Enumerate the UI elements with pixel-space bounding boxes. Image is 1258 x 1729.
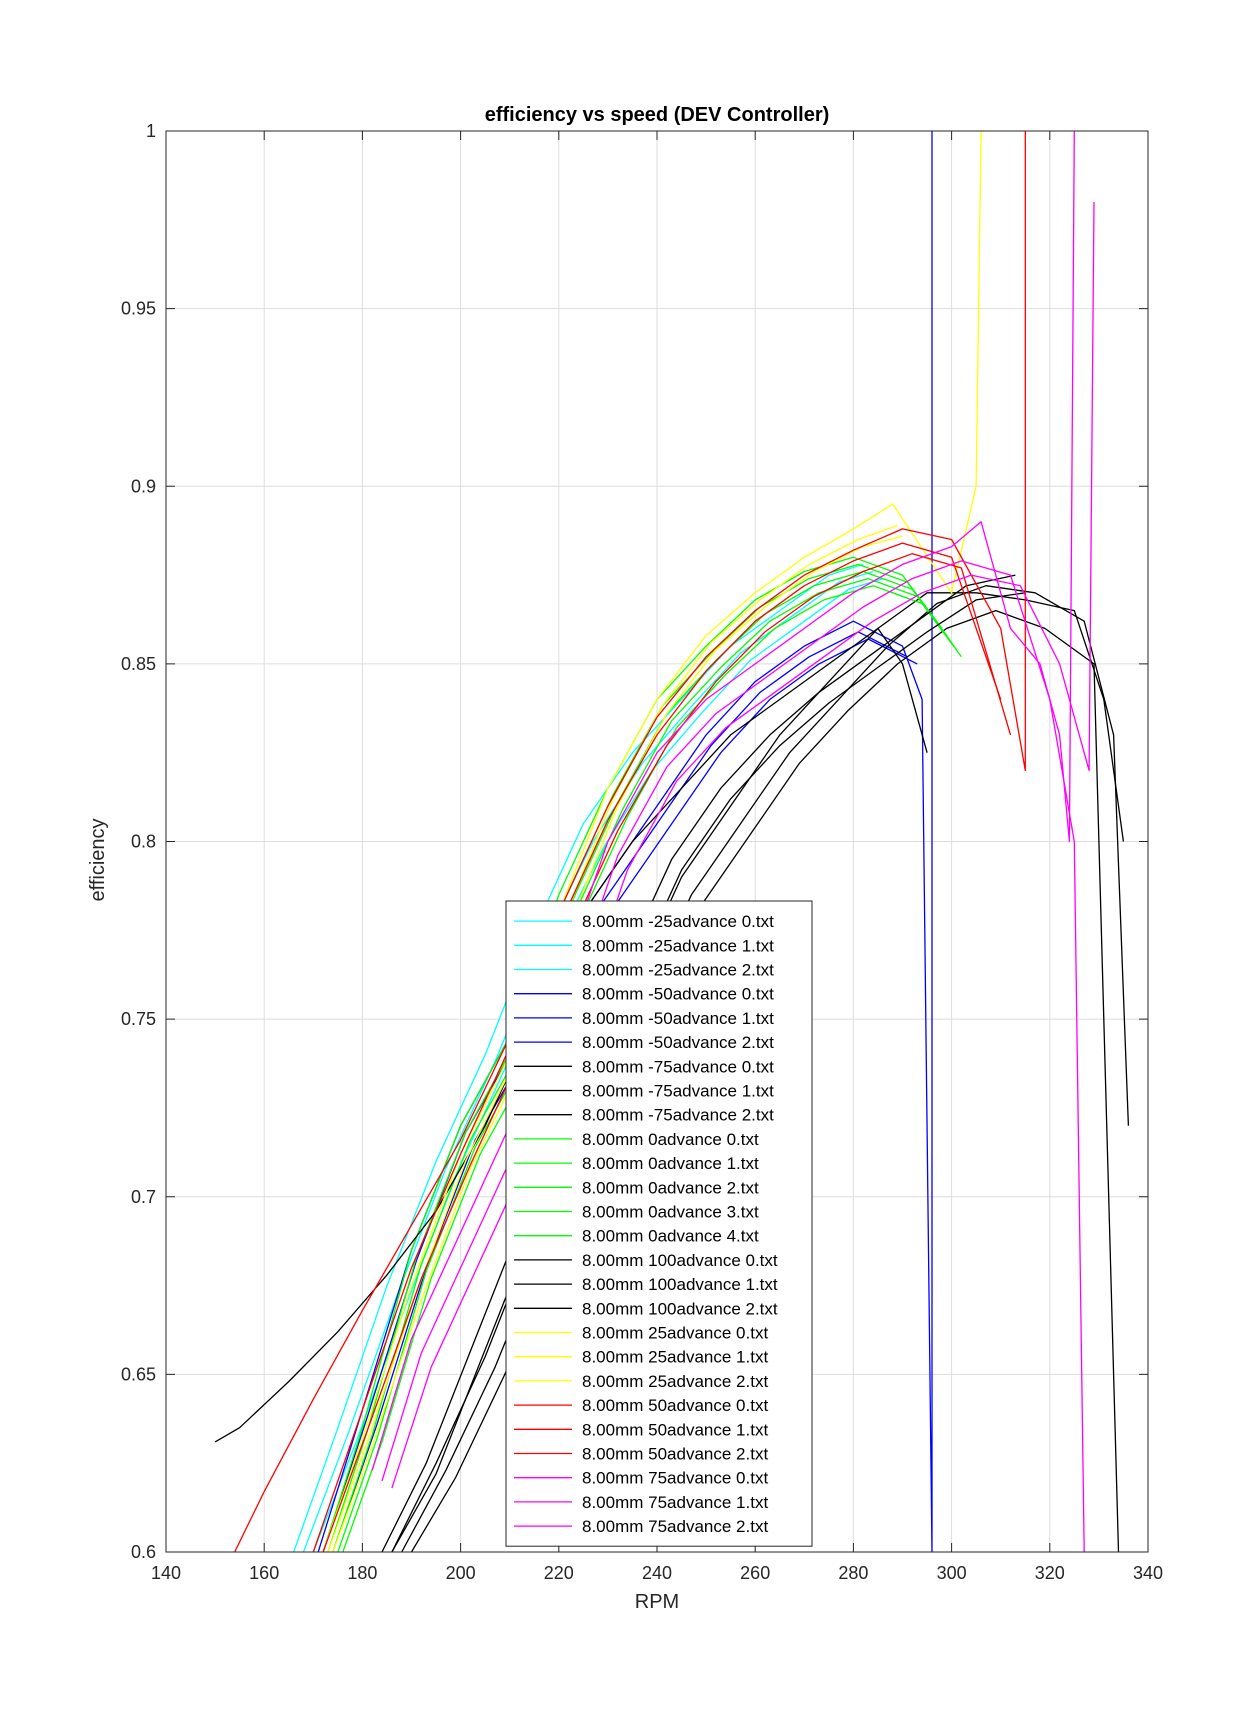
x-tick-label: 240 bbox=[642, 1563, 672, 1583]
legend: 8.00mm -25advance 0.txt 8.00mm -25advance… bbox=[505, 900, 813, 1547]
x-tick-label: 260 bbox=[740, 1563, 770, 1583]
legend-entry: 8.00mm -50advance 2.txt bbox=[582, 1033, 774, 1052]
legend-entry: 8.00mm 25advance 0.txt bbox=[582, 1324, 768, 1343]
legend-entry: 8.00mm 25advance 2.txt bbox=[582, 1372, 768, 1391]
series-line-0 bbox=[293, 563, 864, 1552]
x-tick-label: 300 bbox=[937, 1563, 967, 1583]
y-tick-label: 0.95 bbox=[121, 299, 156, 319]
series-line-22 bbox=[322, 553, 1012, 1552]
y-tick-label: 0.7 bbox=[131, 1187, 156, 1207]
legend-entry: 8.00mm 0advance 1.txt bbox=[582, 1154, 759, 1173]
legend-entry: 8.00mm 75advance 0.txt bbox=[582, 1469, 768, 1488]
y-tick-label: 0.6 bbox=[131, 1542, 156, 1562]
legend-entry: 8.00mm 0advance 2.txt bbox=[582, 1178, 759, 1197]
series-line-20 bbox=[234, 131, 1026, 1552]
series-line-11 bbox=[332, 570, 953, 1552]
y-tick-label: 0.9 bbox=[131, 476, 156, 496]
legend-entry: 8.00mm -75advance 0.txt bbox=[582, 1057, 774, 1076]
x-tick-label: 220 bbox=[544, 1563, 574, 1583]
x-tick-label: 180 bbox=[347, 1563, 377, 1583]
legend-entry: 8.00mm 50advance 2.txt bbox=[582, 1445, 768, 1464]
x-axis-label: RPM bbox=[635, 1591, 679, 1613]
legend-box bbox=[505, 900, 813, 1547]
x-tick-label: 280 bbox=[838, 1563, 868, 1583]
x-tick-label: 340 bbox=[1133, 1563, 1163, 1583]
x-tick-label: 200 bbox=[446, 1563, 476, 1583]
legend-entry: 8.00mm -25advance 1.txt bbox=[582, 936, 774, 955]
legend-entry: 8.00mm 50advance 1.txt bbox=[582, 1420, 768, 1439]
series-line-4 bbox=[322, 631, 908, 1552]
y-tick-label: 0.75 bbox=[121, 1009, 156, 1029]
y-tick-label: 0.8 bbox=[131, 832, 156, 852]
legend-entry: 8.00mm 25advance 1.txt bbox=[582, 1348, 768, 1367]
legend-entry: 8.00mm 75advance 1.txt bbox=[582, 1493, 768, 1512]
legend-entry: 8.00mm -75advance 2.txt bbox=[582, 1106, 774, 1125]
series-line-16 bbox=[391, 592, 1026, 1552]
chart-title: efficiency vs speed (DEV Controller) bbox=[485, 104, 830, 126]
legend-entry: 8.00mm 100advance 0.txt bbox=[582, 1251, 778, 1270]
legend-entry: 8.00mm 100advance 1.txt bbox=[582, 1275, 778, 1294]
x-tick-label: 160 bbox=[249, 1563, 279, 1583]
legend-entry: 8.00mm -25advance 2.txt bbox=[582, 961, 774, 980]
legend-entry: 8.00mm 0advance 3.txt bbox=[582, 1203, 759, 1222]
legend-entry: 8.00mm 0advance 0.txt bbox=[582, 1130, 759, 1149]
legend-entry: 8.00mm 0advance 4.txt bbox=[582, 1227, 759, 1246]
y-axis-label: efficiency bbox=[87, 818, 109, 901]
series-line-15 bbox=[381, 574, 1016, 1552]
y-tick-label: 0.65 bbox=[121, 1364, 156, 1384]
legend-entry: 8.00mm 100advance 2.txt bbox=[582, 1299, 778, 1318]
x-tick-label: 320 bbox=[1035, 1563, 1065, 1583]
legend-entry: 8.00mm -50advance 1.txt bbox=[582, 1009, 774, 1028]
legend-entry: 8.00mm -25advance 0.txt bbox=[582, 912, 774, 931]
legend-entry: 8.00mm 50advance 0.txt bbox=[582, 1396, 768, 1415]
series-line-12 bbox=[337, 577, 958, 1552]
series-line-21 bbox=[312, 542, 1002, 1552]
series-line-24 bbox=[381, 560, 1085, 1552]
x-tick-label: 140 bbox=[151, 1563, 181, 1583]
legend-entry: 8.00mm -75advance 1.txt bbox=[582, 1082, 774, 1101]
plot-series bbox=[214, 131, 1130, 1552]
y-tick-label: 0.85 bbox=[121, 654, 156, 674]
series-line-2 bbox=[312, 577, 884, 1552]
legend-entry: 8.00mm 75advance 2.txt bbox=[582, 1517, 768, 1536]
axes: 140 160 180 200 220 240 260 280 300 320 340 0.6 0.65… bbox=[121, 121, 1163, 1583]
legend-entry: 8.00mm -50advance 0.txt bbox=[582, 985, 774, 1004]
y-tick-label: 1 bbox=[146, 121, 156, 141]
series-line-19 bbox=[332, 535, 903, 1552]
